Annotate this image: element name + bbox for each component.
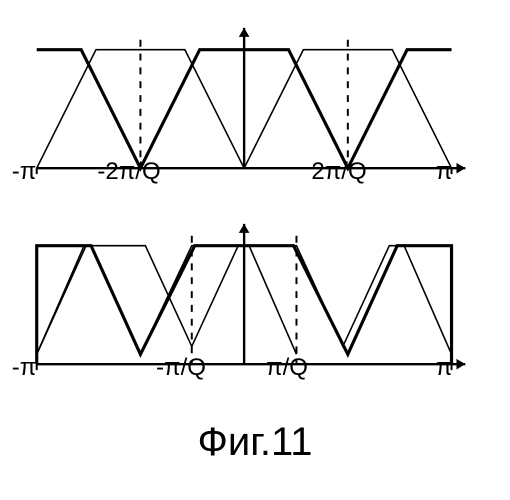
plot2-label-right: π bbox=[424, 354, 464, 382]
plot1-label-dash-1: 2π/Q bbox=[294, 158, 384, 186]
figure-caption: Фиг.11 bbox=[0, 420, 510, 465]
plot2-label-dash-1: π/Q bbox=[247, 354, 327, 382]
plot1-label-right: π bbox=[424, 158, 464, 186]
plot1-label-left: -π bbox=[4, 158, 44, 186]
plot2-label-dash-0: -π/Q bbox=[141, 354, 221, 382]
plot2-label-left: -π bbox=[4, 354, 44, 382]
plot1-label-dash-0: -2π/Q bbox=[84, 158, 174, 186]
